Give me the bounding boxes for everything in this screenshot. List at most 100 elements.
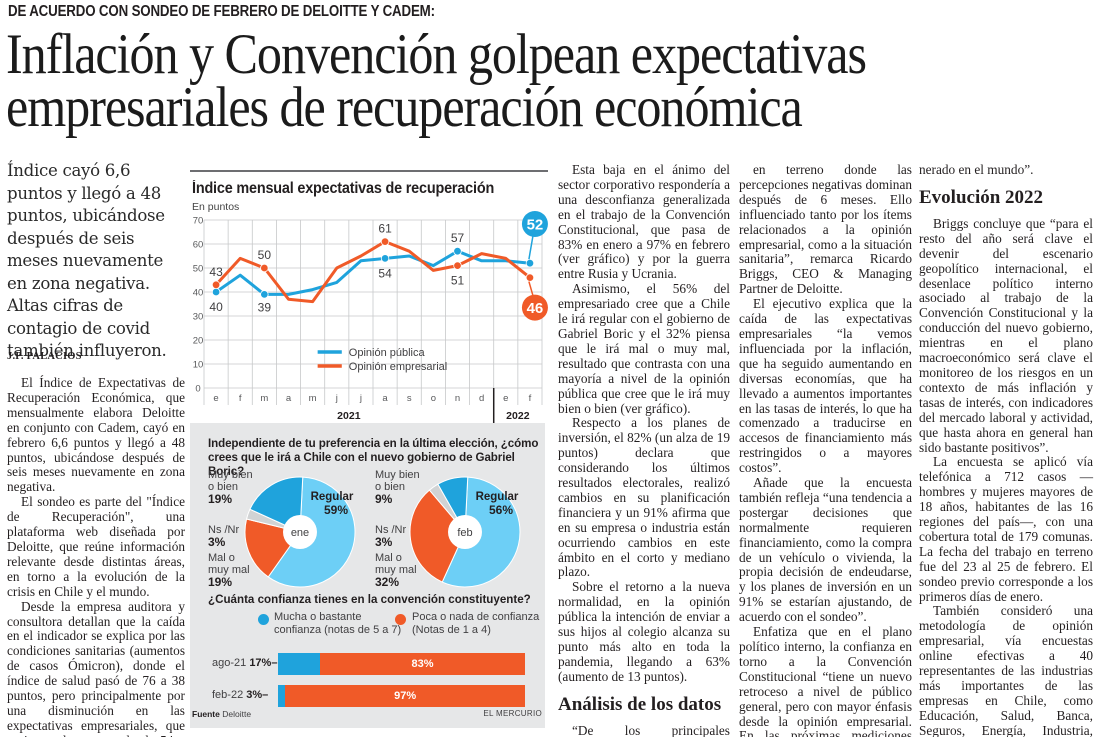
x-tick-label: f	[529, 393, 532, 404]
line-chart-unit: En puntos	[192, 201, 240, 213]
survey-panel: Independiente de tu preferencia en la úl…	[190, 423, 545, 728]
headline-line-1: Inflación y Convención golpean expectati…	[6, 23, 867, 86]
y-tick-label: 60	[193, 240, 204, 251]
y-tick-label: 50	[193, 264, 204, 275]
paragraph: en terreno donde las percepciones negati…	[739, 162, 912, 297]
column-3: Esta baja en el ánimo del sector corpora…	[558, 162, 730, 737]
data-point	[260, 290, 269, 299]
divider	[190, 170, 548, 172]
source: Fuente Deloitte	[192, 709, 252, 719]
headline-line-2: empresariales de recuperación económica	[6, 76, 803, 139]
paragraph: Enfatiza que en el plano político intern…	[739, 624, 912, 737]
bar-value-blue: 3%–	[246, 689, 269, 701]
x-tick-label: m	[260, 393, 268, 404]
bar-segment-desconfianza: 83%	[319, 653, 525, 675]
headline: Inflación y Convención golpean expectati…	[6, 23, 1062, 139]
x-tick-label: a	[382, 393, 388, 404]
pie-center-label: ene	[291, 527, 309, 539]
year-label: 2022	[506, 410, 530, 422]
pie1-value-muy-bien: 19%	[208, 492, 233, 506]
x-tick-label: d	[479, 393, 484, 404]
byline: J.P. PALACIOS	[7, 351, 82, 362]
line-chart: 0 10 20 30 40 50 60 70 e f m a m j j a s o n d e f 2021 2022 43 4…	[193, 211, 548, 423]
data-label: 54	[378, 266, 392, 280]
pie2-value-mal: 32%	[375, 575, 400, 589]
pie1-value-ns: 3%	[208, 535, 226, 549]
paragraph: Sobre el retorno a la nueva normalidad, …	[558, 579, 730, 684]
x-tick-label: e	[213, 393, 218, 404]
paragraph: Respecto a los planes de inversión, el 8…	[558, 415, 730, 580]
infographic: Índice mensual expectativas de recuperac…	[190, 170, 548, 728]
callout-bubble-empresarial	[521, 294, 548, 321]
lead-paragraph: Índice cayó 6,6 puntos y llegó a 48 punt…	[7, 161, 167, 360]
kicker: DE ACUERDO CON SONDEO DE FEBRERO DE DELO…	[8, 3, 435, 20]
y-tick-label: 70	[193, 216, 204, 227]
y-tick-label: 0	[195, 384, 200, 395]
pie-slice-mal-o-muy-mal	[409, 489, 466, 583]
bar-row-label: feb-22 3%–	[212, 689, 268, 701]
data-point	[380, 254, 390, 263]
paragraph: El sondeo es parte del "Índice de Recupe…	[7, 494, 185, 599]
paragraph: nerado en el mundo”.	[919, 162, 1034, 177]
pie-question: Independiente de tu preferencia en la úl…	[208, 437, 539, 478]
callout-value-publica: 52	[527, 217, 544, 234]
pie-slice-muy-bien-o-bien	[249, 476, 304, 533]
paragraph: Esta baja en el ánimo del sector corpora…	[558, 162, 730, 282]
section-heading: Evolución 2022	[919, 186, 1044, 208]
section-heading: Análisis de los datos	[558, 693, 722, 715]
x-tick-label: f	[239, 393, 242, 404]
bar-category: feb-22	[212, 689, 247, 701]
data-label: 50	[258, 248, 272, 262]
data-point	[380, 237, 390, 246]
y-tick-label: 20	[193, 336, 204, 347]
callout-value-empresarial: 46	[527, 300, 544, 317]
pie1-label-muy-bien: Muy bien o bien 19%	[208, 469, 253, 506]
column-5: nerado en el mundo”. Evolución 2022 Briggs…	[919, 162, 1093, 737]
pie1-label-ns: Ns /Nr 3%	[208, 524, 240, 549]
data-label: 43	[209, 265, 223, 279]
bar-segment-confianza	[278, 653, 320, 675]
pie2-value-ns: 3%	[375, 535, 393, 549]
legend-label-empresarial: Opinión empresarial	[349, 361, 447, 373]
x-tick-label: s	[407, 393, 412, 404]
bar-segment-desconfianza: 97%	[285, 685, 525, 707]
data-label: 57	[451, 231, 465, 245]
column-1: El Índice de Expectativas de Recuperació…	[7, 375, 185, 737]
paragraph: El Índice de Expectativas de Recuperació…	[7, 375, 185, 495]
x-tick-label: o	[431, 393, 436, 404]
paragraph: Briggs concluye que “para el resto del a…	[919, 215, 1093, 455]
pie-regular-value: 59%	[324, 503, 348, 517]
x-tick-label: a	[286, 393, 292, 404]
paragraph: También consideró una metodología de opi…	[919, 603, 1093, 737]
bar-question: ¿Cuánta confianza tienes en la convenció…	[208, 593, 531, 606]
paragraph: Asimismo, el 56% del empresariado cree q…	[558, 281, 730, 416]
y-tick-label: 10	[193, 360, 204, 371]
legend-blue-dot	[258, 614, 269, 625]
paragraph: Desde la empresa auditora y consultora d…	[7, 598, 185, 737]
pie2-label-muy-bien: Muy bien o bien 9%	[375, 469, 420, 506]
callout-pointer	[528, 281, 534, 296]
y-tick-label: 40	[193, 288, 204, 299]
paragraph: El ejecutivo explica que la caída de las…	[739, 296, 912, 476]
bar-category: ago-21	[212, 657, 250, 669]
paragraph: La encuesta se aplicó vía telefónica a 7…	[919, 454, 1093, 604]
data-label: 39	[258, 300, 272, 314]
data-point	[453, 247, 462, 256]
x-tick-label: j	[335, 393, 338, 404]
x-tick-label: e	[503, 393, 508, 404]
pie-center-label: feb	[457, 527, 472, 539]
stacked-bar: 97%	[278, 685, 525, 707]
pie-regular-value: 56%	[489, 503, 513, 517]
column-4: en terreno donde las percepciones negati…	[739, 162, 912, 737]
callout-bubble-publica	[521, 211, 548, 237]
pie2-value-muy-bien: 9%	[375, 492, 393, 506]
data-point	[260, 263, 269, 273]
data-label: 40	[209, 300, 223, 314]
pie-center	[448, 515, 482, 549]
legend-orange-label: Poca o nada de confianza (Notas de 1 a 4)	[412, 611, 540, 636]
y-tick-label: 30	[193, 312, 204, 323]
pie-regular-label: Regular	[311, 491, 354, 503]
data-point	[525, 259, 535, 268]
bar-value-blue: 17%–	[249, 657, 278, 669]
